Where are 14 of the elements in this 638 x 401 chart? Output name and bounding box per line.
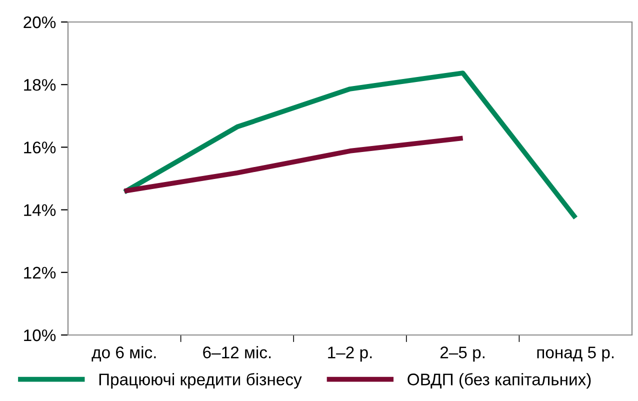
y-tick-label: 10% xyxy=(24,329,56,342)
y-tick-label: 18% xyxy=(24,79,56,91)
legend-label: ОВДП (без капітальних) xyxy=(408,372,591,389)
y-tick-label: 16% xyxy=(24,142,56,154)
x-tick-label: 1–2 р. xyxy=(328,346,372,362)
x-tick-label: 6–12 міс. xyxy=(203,346,271,358)
line-series xyxy=(122,70,578,220)
x-tick-label: до 6 міс. xyxy=(92,346,156,362)
legend-label: Працюючі кредити бізнесу xyxy=(99,372,302,389)
y-tick-label: 20% xyxy=(24,16,56,28)
x-tick-label: 2–5 р. xyxy=(440,346,484,362)
y-tick-label: 14% xyxy=(24,204,56,216)
y-tick-label: 12% xyxy=(24,266,56,279)
x-tick-label: понад 5 р. xyxy=(537,346,614,362)
